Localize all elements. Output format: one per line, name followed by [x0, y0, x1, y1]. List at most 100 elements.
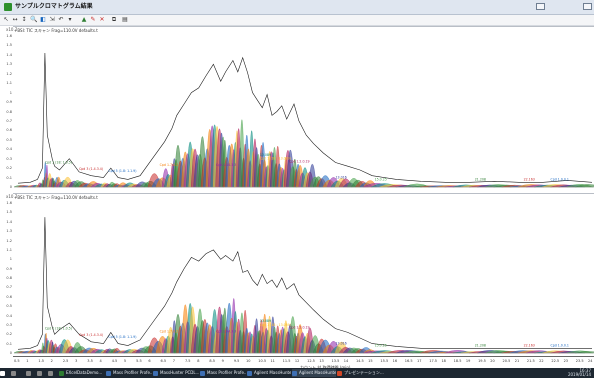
- y-tick-label: 1.3: [6, 229, 12, 234]
- compound-peak: [574, 184, 594, 188]
- y-tick-label: 0.1: [6, 341, 12, 346]
- pointer-icon[interactable]: ↖: [3, 16, 9, 23]
- x-tick-label: 10.5: [258, 359, 267, 363]
- redo-icon[interactable]: ▾: [68, 16, 72, 23]
- x-tick-label: 19.5: [478, 359, 486, 363]
- taskbar-item-label: Agilent MassHunte...: [299, 370, 336, 375]
- compound-annotation: Cpd 1.0.0.1: [550, 343, 568, 347]
- taskbar-item[interactable]: [26, 369, 36, 377]
- y-tick-label: 0.6: [6, 128, 12, 133]
- taskbar-item[interactable]: Agilent MassHunte...: [292, 369, 336, 377]
- pane-2-label: +BSI: TIC スキャン Frag=110.0V defaults.t: [14, 195, 98, 200]
- compound-annotation: 22.163: [524, 177, 535, 181]
- x-tick-label: 21: [514, 359, 520, 363]
- taskbar-item[interactable]: Agilent MassHunte...: [247, 369, 291, 377]
- compound-annotation: 21.208: [475, 177, 486, 181]
- taskbar-app-icon: [37, 370, 42, 376]
- autoscale-icon[interactable]: ⇲: [49, 16, 55, 23]
- compound-annotation: 15.0.25: [375, 343, 387, 347]
- taskbar-item[interactable]: [0, 369, 10, 377]
- y-tick-label: 0.2: [6, 332, 12, 337]
- taskbar-item[interactable]: Mass Profiler Profe...: [200, 369, 246, 377]
- y-tick-label: 1.1: [6, 81, 12, 86]
- y-tick-label: 1.5: [6, 210, 12, 215]
- clock-date: 2019/01/14: [567, 372, 591, 377]
- taskbar-item[interactable]: MassHunter PCDL...: [153, 369, 199, 377]
- taskbar-app-icon: [247, 370, 252, 376]
- tic-trace-line: [17, 52, 593, 184]
- taskbar-item[interactable]: [37, 369, 47, 377]
- taskbar-app-icon: [11, 370, 16, 376]
- clear-icon[interactable]: ✕: [99, 16, 105, 23]
- y-tick-label: 0.7: [6, 118, 12, 123]
- x-tick-label: 16: [392, 359, 398, 363]
- x-tick-label: 9.5: [233, 359, 240, 363]
- close-button[interactable]: [583, 3, 592, 10]
- x-tick-label: 16.5: [404, 359, 413, 363]
- compound-peak: [574, 351, 594, 354]
- compound-annotation: Cpd 3 (1.4.3.4): [79, 167, 103, 171]
- taskbar-app-icon: [337, 370, 342, 376]
- x-tick-label: 23: [563, 359, 569, 363]
- system-tray-clock[interactable]: 16:37 2019/01/14: [568, 369, 591, 377]
- x-tick-label: 17: [417, 359, 422, 363]
- zoom-icon[interactable]: ↕: [21, 16, 27, 23]
- taskbar-app-icon: [292, 370, 297, 376]
- x-tick-label: 14: [343, 359, 349, 363]
- scale-icon[interactable]: ↔: [12, 16, 18, 23]
- window-titlebar: サンプルクロマトグラム結果: [0, 0, 594, 15]
- copy-icon[interactable]: ⧉: [111, 16, 117, 23]
- x-tick-label: 0.5: [14, 359, 20, 363]
- y-tick-label: 0.5: [6, 137, 12, 142]
- undo-icon[interactable]: ↶: [58, 16, 64, 23]
- x-tick-label: 5: [123, 359, 127, 363]
- compound-annotation: Cpd 2.44.3.3: [216, 163, 236, 167]
- print-icon[interactable]: ▤: [122, 16, 128, 23]
- chromatogram-pane-1[interactable]: +BSI: TIC スキャン Frag=110.0V defaults.t: [13, 26, 594, 193]
- compound-annotation: 15.0.25: [375, 177, 387, 181]
- pane-1-chart[interactable]: Cpd 1 (18: 1.0.5) Cpd 3 (1.4.3.4) Cpd 5 (1…: [14, 34, 594, 189]
- tic-trace-line: [17, 217, 592, 350]
- restore-button[interactable]: [536, 3, 545, 10]
- taskbar-item[interactable]: [11, 369, 25, 377]
- pan-icon[interactable]: 🔍: [30, 16, 38, 23]
- pane-1-label: +BSI: TIC スキャン Frag=110.0V defaults.t: [14, 28, 98, 33]
- compound-annotation: Cpd 5 (1.8: 1.1.9): [108, 169, 136, 173]
- taskbar-item-label: Agilent MassHunte...: [254, 370, 291, 375]
- y-tick-label: 1.4: [6, 52, 12, 57]
- x-tick-label: 11.5: [282, 359, 291, 363]
- y-tick-label: 0.8: [6, 109, 12, 114]
- taskbar-app-icon: [106, 370, 111, 376]
- x-tick-label: 22: [539, 359, 544, 363]
- x-tick-label: 21.5: [526, 359, 535, 363]
- taskbar-item[interactable]: プレゼンテーション...: [337, 369, 389, 377]
- x-tick-label: 20: [490, 359, 495, 363]
- y-tick-label: 0.4: [6, 147, 12, 152]
- taskbar-item[interactable]: EXcelDataDemo...: [59, 369, 105, 377]
- taskbar-item[interactable]: [48, 369, 58, 377]
- x-tick-label: 1: [26, 359, 29, 363]
- x-tick-label: 10: [246, 359, 251, 363]
- compound-annotation: Cpd 1.7.0.2: [160, 329, 178, 333]
- taskbar-item-label: MassHunter PCDL...: [160, 370, 199, 375]
- x-tick-label: 8.5: [209, 359, 215, 363]
- label-icon[interactable]: ✎: [90, 16, 96, 23]
- x-tick-label: 18: [441, 359, 446, 363]
- chromatogram-pane-2[interactable]: +BSI: TIC スキャン Frag=110.0V defaults.t: [13, 193, 594, 357]
- x-tick-label: 18.5: [453, 359, 462, 363]
- x-tick-label: 12: [294, 359, 300, 363]
- x-tick-label: 7.5: [184, 359, 191, 363]
- x-tick-label: 2.5: [62, 359, 69, 363]
- x-tick-label: 15: [368, 359, 373, 363]
- x-tick-label: 23.5: [575, 359, 584, 363]
- taskbar-item[interactable]: Mass Profiler Profe...: [106, 369, 152, 377]
- fit-icon[interactable]: ◧: [40, 16, 46, 23]
- y-tick-label: 1.5: [6, 43, 12, 48]
- mark-peaks-icon[interactable]: ▲: [81, 16, 87, 23]
- x-tick-label: 4.5: [111, 359, 118, 363]
- compound-annotation: Cpd 1.7.0.2: [160, 163, 178, 167]
- x-tick-label: 13: [319, 359, 324, 363]
- pane-2-yaxis-title: x10 7: [6, 194, 18, 199]
- pane-2-chart[interactable]: Cpd 1 (18: 1.0.5) Cpd 3 (1.4.3.4) Cpd 5 (1…: [14, 201, 594, 355]
- y-tick-label: 1.1: [6, 247, 12, 252]
